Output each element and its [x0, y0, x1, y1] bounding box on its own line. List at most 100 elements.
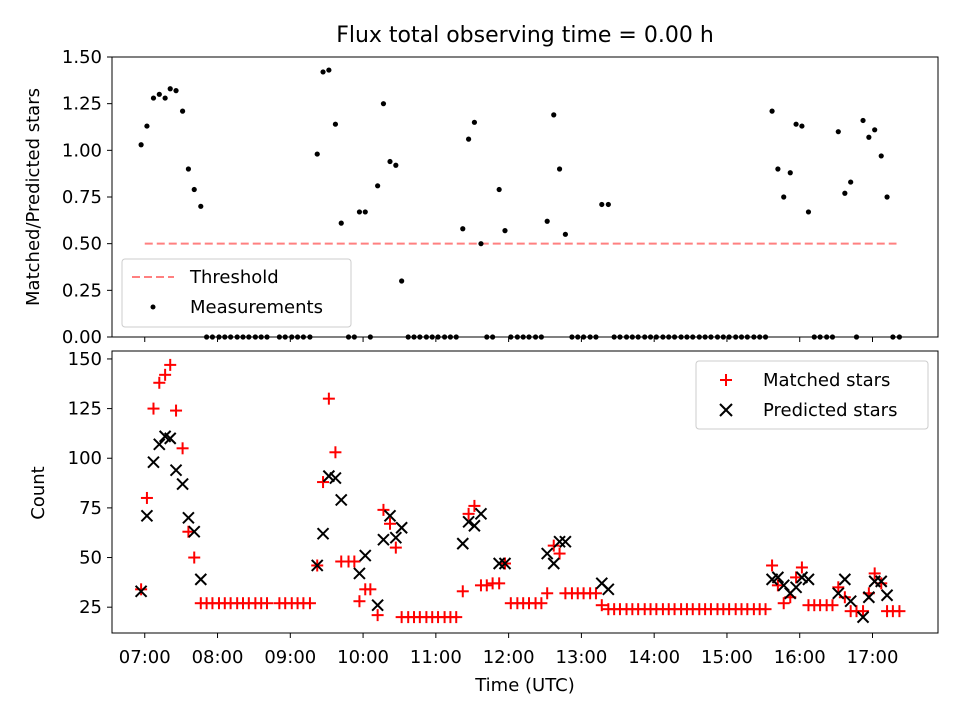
matched-star-point	[450, 611, 463, 624]
matched-star-point	[153, 376, 166, 389]
matched-star-point	[493, 577, 506, 590]
legend-measurements-label: Measurements	[190, 297, 323, 318]
predicted-star-point	[371, 598, 384, 612]
matched-star-point	[384, 517, 397, 530]
measurement-point	[399, 278, 405, 284]
matched-star-point	[541, 587, 554, 600]
predicted-star-point	[353, 567, 366, 580]
measurement-point	[465, 136, 472, 142]
predicted-star-point	[838, 573, 852, 586]
predicted-star-point	[802, 573, 815, 586]
legend-predicted-label: Predicted stars	[763, 400, 897, 421]
measurement-point	[460, 226, 466, 232]
predicted-star-point	[182, 511, 195, 525]
matched-star-point	[188, 551, 201, 564]
measurement-point	[544, 218, 550, 224]
measurement-point	[387, 158, 393, 165]
measurement-point	[793, 121, 799, 127]
x-tick-label: 08:00	[192, 647, 244, 668]
measurement-point	[393, 162, 399, 168]
predicted-star-point	[395, 521, 408, 534]
matched-star-point	[456, 585, 469, 598]
bottom-y-tick-label: 150	[68, 349, 102, 370]
top-panel: 0.00 0.25 0.50 0.75 1.00 1.25 1.50 Matched/Pre…	[23, 47, 939, 348]
x-tick-label: 17:00	[847, 647, 899, 668]
measurement-point	[496, 186, 502, 193]
measurement-point	[605, 201, 611, 208]
measurement-point	[150, 95, 157, 101]
matched-star-point	[164, 358, 177, 371]
matched-star-point	[832, 581, 845, 594]
matched-star-point	[795, 561, 808, 574]
measurement-point	[781, 194, 787, 200]
measurement-point	[332, 121, 339, 127]
top-y-tick-label: 0.50	[62, 234, 102, 255]
matched-star-point	[159, 368, 172, 381]
predicted-star-point	[169, 463, 183, 477]
predicted-star-point	[862, 591, 876, 604]
measurement-point	[799, 123, 805, 129]
measurement-point	[872, 127, 878, 133]
matched-star-point	[329, 446, 342, 459]
measurement-point	[362, 209, 368, 215]
matched-star-point	[589, 587, 602, 600]
measurement-point	[842, 190, 848, 196]
measurement-point	[878, 153, 884, 159]
predicted-star-point	[316, 527, 330, 540]
measurement-point	[556, 166, 563, 172]
matched-star-point	[135, 583, 148, 596]
predicted-star-point	[492, 557, 506, 570]
matched-star-point	[353, 595, 366, 608]
top-y-tick-label: 0.75	[62, 187, 102, 208]
predicted-star-point	[547, 557, 560, 570]
top-legend-box	[121, 258, 352, 328]
measurement-point	[156, 91, 162, 97]
top-y-tick-label: 0.00	[62, 327, 102, 348]
legend-matched-swatch	[720, 374, 732, 386]
matched-star-point	[547, 539, 560, 552]
measurement-point	[144, 123, 150, 129]
top-y-axis-label: Matched/Predicted stars	[23, 88, 44, 306]
predicted-star-point	[140, 509, 154, 523]
predicted-star-point	[377, 533, 390, 546]
matched-star-point	[480, 579, 493, 592]
predicted-star-point	[335, 493, 348, 507]
matched-star-point	[771, 579, 784, 592]
x-tick-label: 07:00	[119, 647, 171, 668]
x-tick-label: 11:00	[410, 647, 462, 668]
predicted-star-point	[194, 573, 207, 586]
matched-star-point	[838, 591, 851, 604]
predicted-star-point	[176, 477, 189, 491]
matched-star-point	[826, 599, 839, 612]
x-tick-label: 14:00	[628, 647, 680, 668]
measurement-point	[138, 142, 144, 148]
matched-star-point	[261, 597, 274, 610]
measurement-point	[338, 220, 344, 226]
predicted-star-point	[462, 515, 475, 528]
predicted-star-point	[329, 471, 342, 485]
measurement-point	[173, 88, 179, 94]
bottom-legend: Matched stars Predicted stars	[695, 360, 929, 430]
measurement-point	[787, 170, 793, 176]
predicted-star-point	[188, 525, 201, 538]
matched-star-point	[364, 583, 377, 596]
predicted-star-point	[540, 547, 554, 560]
measurement-point	[478, 241, 484, 247]
legend-matched-label: Matched stars	[763, 370, 890, 391]
x-tick-label: 09:00	[264, 647, 316, 668]
predicted-star-point	[789, 581, 803, 594]
bottom-y-axis-label: Count	[28, 466, 49, 519]
top-y-tick-label: 1.50	[62, 47, 102, 68]
measurement-point	[835, 129, 841, 135]
measurement-point	[860, 117, 866, 124]
x-tick-label: 15:00	[701, 647, 753, 668]
top-legend: Threshold Measurements	[121, 258, 352, 328]
measurement-point	[356, 209, 363, 215]
matched-star-point	[322, 392, 335, 405]
matched-star-point	[371, 609, 384, 622]
bottom-panel: 25 50 75 100 125 150 07:00 08:00 09:00 10:00 11:0…	[28, 349, 939, 696]
matched-star-point	[777, 597, 790, 610]
matched-star-point	[170, 404, 183, 417]
bottom-y-tick-label: 125	[68, 399, 102, 420]
